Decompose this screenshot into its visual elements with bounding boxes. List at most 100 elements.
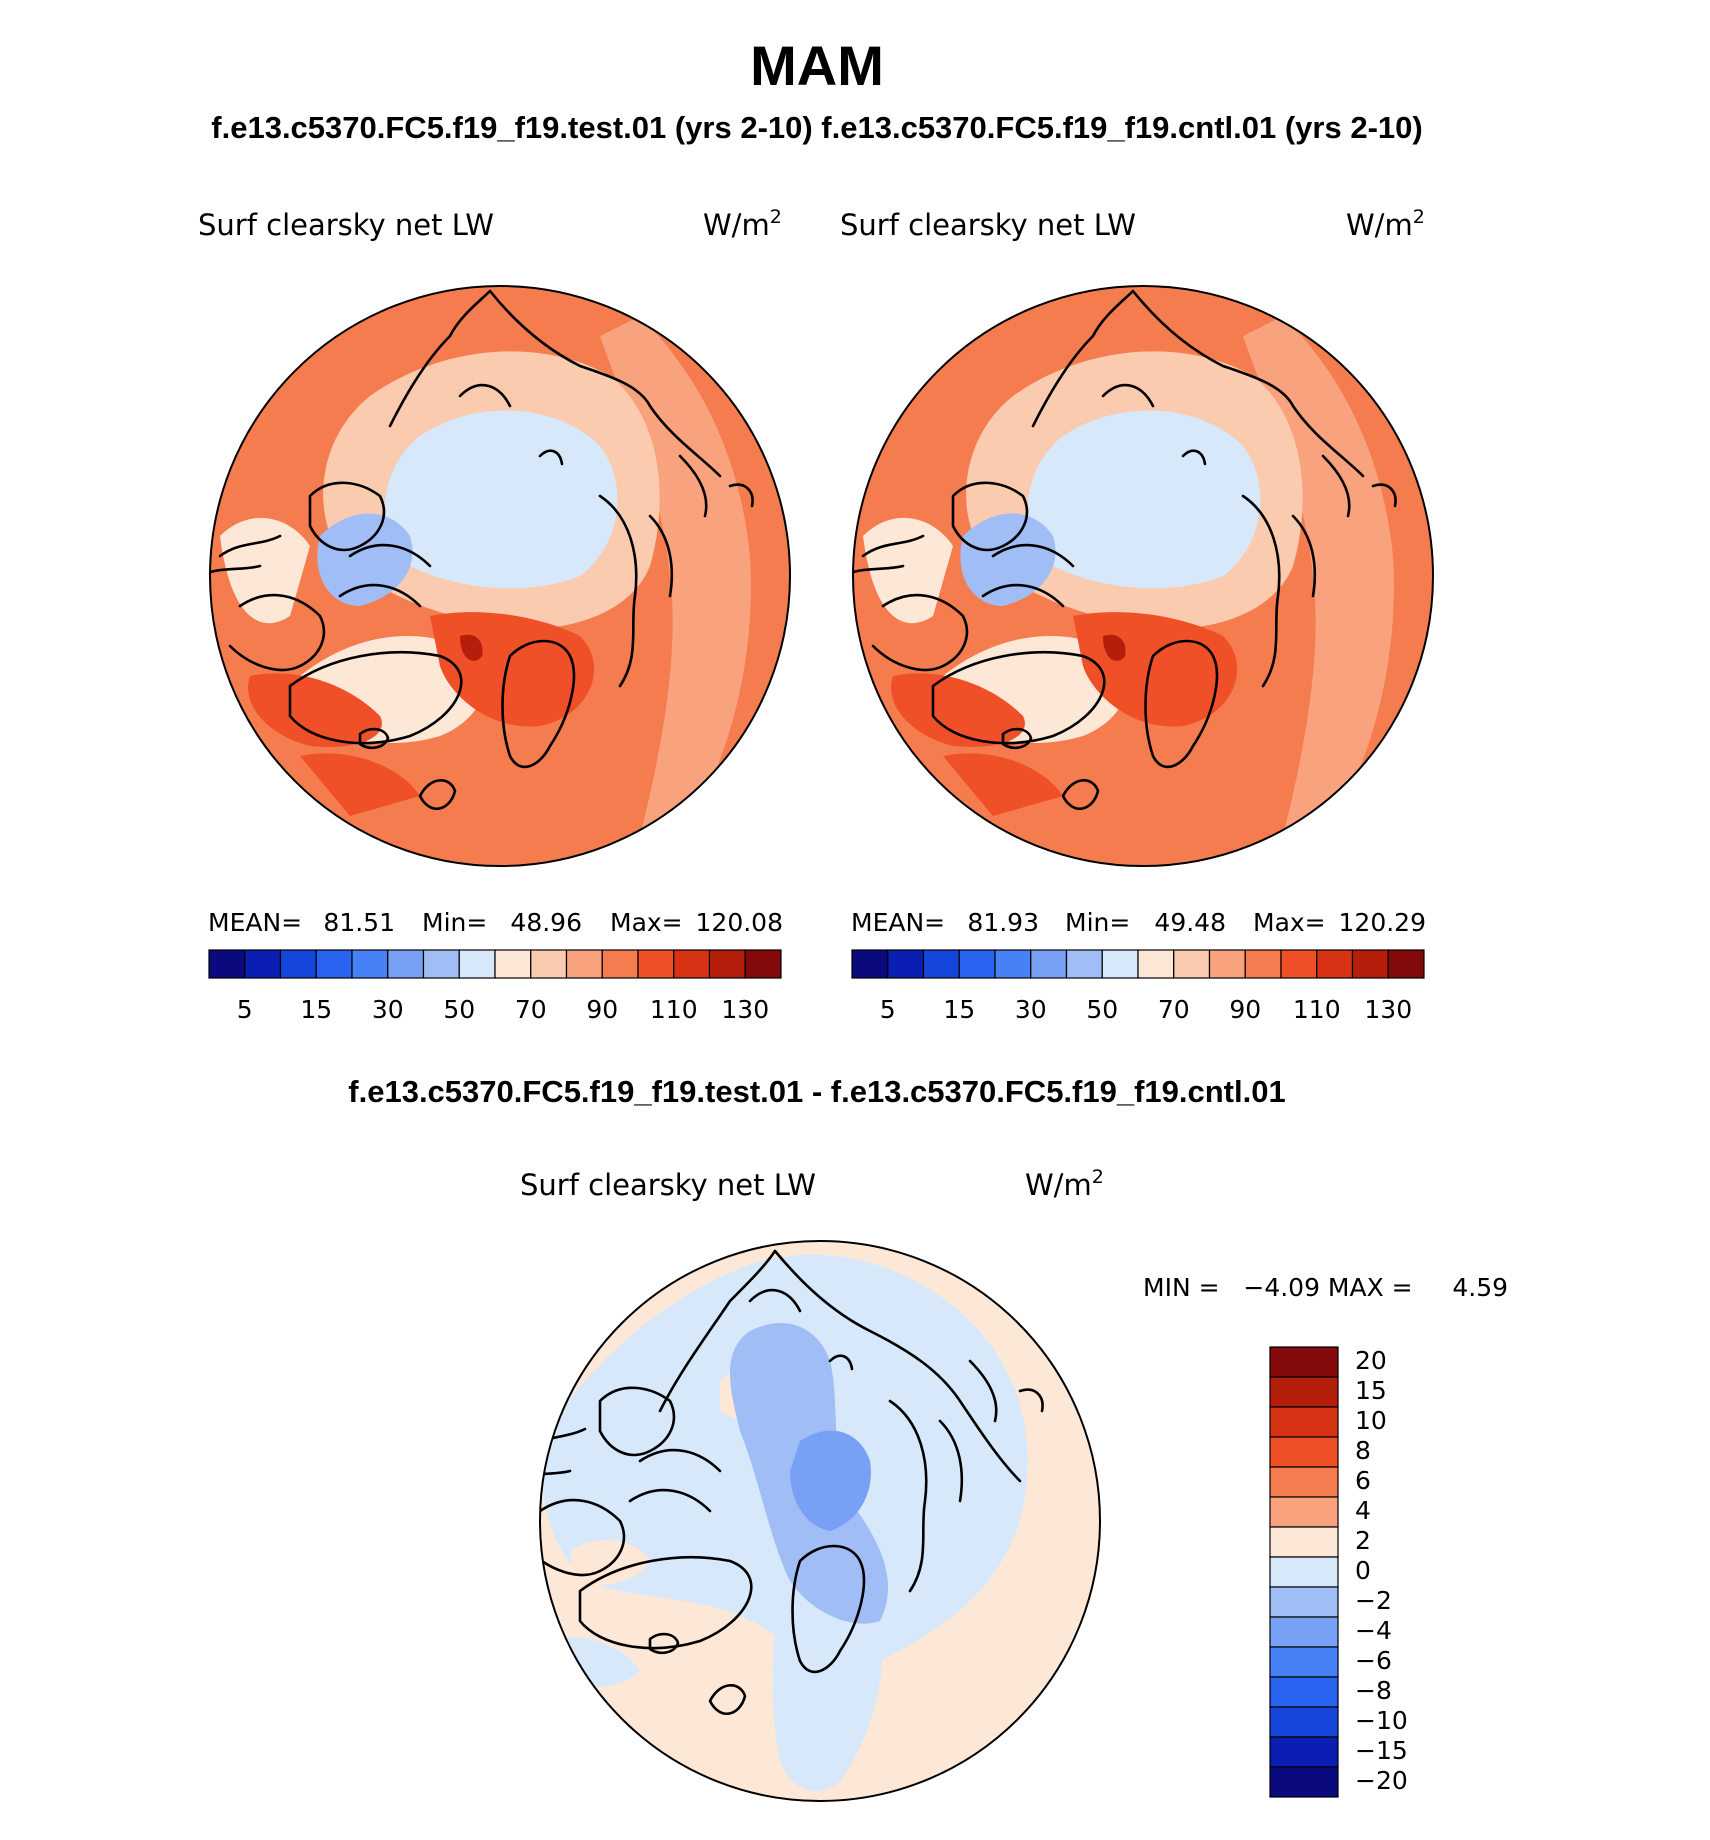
colorbar-diff-tick-label: 6: [1355, 1466, 1371, 1495]
colorbar-diff-tick-label: 2: [1355, 1526, 1371, 1555]
field-arctic-50-60-b: [1027, 410, 1261, 589]
colorbar-test-swatch: [279, 949, 317, 979]
colorbar-test-tick-label: 110: [650, 995, 698, 1024]
colorbar-test-swatch: [494, 949, 532, 979]
colorbar-cntl-tick-label: 70: [1158, 995, 1190, 1024]
diff-field-min: [790, 1430, 871, 1531]
colorbar-cntl-swatch: [1173, 949, 1211, 979]
colorbar-diff-swatch: [1269, 1436, 1339, 1468]
colorbar-diff-swatch: [1269, 1676, 1339, 1708]
colorbar-diff-tick-label: −15: [1355, 1736, 1408, 1765]
colorbar-cntl-swatch: [1316, 949, 1354, 979]
colorbar-cntl-swatch: [887, 949, 925, 979]
colorbar-diff-swatch: [1269, 1466, 1339, 1498]
colorbar-test-tick-label: 130: [721, 995, 769, 1024]
panel-a-mean-value: 81.51: [323, 908, 395, 937]
panel-b-variable-label: Surf clearsky net LW: [840, 208, 1136, 242]
diff-field-scandinavia: [772, 1590, 883, 1792]
panel-a-max-label: Max=: [610, 908, 683, 937]
colorbar-diff-tick-label: −8: [1355, 1676, 1392, 1705]
panel-a-min-value: 48.96: [510, 908, 582, 937]
colorbar-diff-swatch: [1269, 1766, 1339, 1798]
panel-a-units-exponent: 2: [770, 206, 782, 228]
colorbar-test-tick-label: 5: [237, 995, 253, 1024]
panel-a-min-label: Min=: [422, 908, 487, 937]
map-test-fields: [210, 286, 790, 866]
panel-a-units-base: W/m: [703, 208, 770, 242]
field-80-90: [600, 316, 751, 836]
colorbar-diff-swatch: [1269, 1736, 1339, 1768]
colorbar-diff-swatch: [1269, 1646, 1339, 1678]
field-max-spot: [460, 634, 483, 661]
colorbar-test-swatch: [744, 949, 782, 979]
colorbar-diff-tick-label: 10: [1355, 1406, 1387, 1435]
colorbar-cntl-tick-label: 130: [1364, 995, 1412, 1024]
colorbar-diff-tick-label: −20: [1355, 1766, 1408, 1795]
colorbar-diff-tick-label: 8: [1355, 1436, 1371, 1465]
colorbar-test-swatch: [530, 949, 568, 979]
colorbar-cntl-tick-label: 15: [943, 995, 975, 1024]
colorbar-test-swatch: [208, 949, 246, 979]
diff-field-north: [760, 1262, 880, 1296]
panel-a-mean-label: MEAN=: [208, 908, 302, 937]
colorbar-cntl-swatch: [851, 949, 889, 979]
colorbar-diff-swatch: [1269, 1526, 1339, 1558]
field-max-spot-b: [1103, 634, 1126, 661]
colorbar-cntl-swatch: [1351, 949, 1389, 979]
colorbar-cntl-swatch: [922, 949, 960, 979]
colorbar-diff-swatch: [1269, 1556, 1339, 1588]
panel-a-max-value: 120.08: [696, 908, 783, 937]
colorbar-test-swatch: [387, 949, 425, 979]
map-cntl-fields: [853, 286, 1433, 866]
panel-b-units: W/m2: [1346, 206, 1425, 242]
diff-units-exponent: 2: [1092, 1166, 1104, 1188]
colorbar-test-swatch: [351, 949, 389, 979]
field-labrador-sea: [248, 673, 382, 747]
colorbar-test-swatch: [637, 949, 675, 979]
colorbar-diff-swatch: [1269, 1616, 1339, 1648]
colorbar-diff-swatch: [1269, 1496, 1339, 1528]
map-test-frame: [209, 285, 791, 867]
colorbar-diff-swatch: [1269, 1406, 1339, 1438]
colorbar-cntl-swatch: [958, 949, 996, 979]
colorbar-test-swatch: [708, 949, 746, 979]
colorbar-cntl-tick-label: 50: [1086, 995, 1118, 1024]
diff-title: f.e13.c5370.FC5.f19_f19.test.01 - f.e13.…: [348, 1074, 1285, 1109]
colorbar-test-tick-label: 30: [372, 995, 404, 1024]
diff-variable-label: Surf clearsky net LW: [520, 1168, 816, 1202]
colorbar-cntl-tick-label: 90: [1229, 995, 1261, 1024]
field-80-90-b: [1243, 316, 1394, 836]
map-diff-frame: [539, 1240, 1101, 1802]
colorbar-cntl-swatch: [1137, 949, 1175, 979]
colorbar-test-swatch: [458, 949, 496, 979]
figure-subtitle: f.e13.c5370.FC5.f19_f19.test.01 (yrs 2-1…: [211, 110, 1422, 145]
panel-a-stats: MEAN= 81.51 Min= 48.96 Max= 120.08: [208, 908, 783, 937]
colorbar-diff-swatch: [1269, 1586, 1339, 1618]
panel-a-units: W/m2: [703, 206, 782, 242]
colorbar-test-tick-label: 50: [443, 995, 475, 1024]
colorbar-cntl-tick-label: 5: [880, 995, 896, 1024]
map-test-polar: [210, 286, 790, 866]
colorbar-cntl-swatch: [1101, 949, 1139, 979]
colorbar-cntl-swatch: [1065, 949, 1103, 979]
colorbar-diff-tick-label: −2: [1355, 1586, 1392, 1615]
diff-minmax-label: MIN = −4.09 MAX = 4.59: [1143, 1273, 1508, 1302]
panel-b-mean-label: MEAN=: [851, 908, 945, 937]
coastlines-diff: [540, 1249, 1062, 1715]
colorbar-diff-swatch: [1269, 1706, 1339, 1738]
field-north-atlantic-b: [943, 753, 1063, 816]
colorbar-diff-tick-label: −6: [1355, 1646, 1392, 1675]
map-cntl-frame: [852, 285, 1434, 867]
colorbar-diff-swatch: [1269, 1346, 1339, 1378]
colorbar-cntl-tick-label: 30: [1015, 995, 1047, 1024]
colorbar-test-swatch: [315, 949, 353, 979]
field-archipelago-40-50-b: [960, 513, 1056, 606]
colorbar-diff-tick-label: 0: [1355, 1556, 1371, 1585]
colorbar-cntl-swatch: [1030, 949, 1068, 979]
colorbar-cntl-swatch: [1208, 949, 1246, 979]
panel-b-min-value: 49.48: [1154, 908, 1226, 937]
colorbar-test-swatch: [601, 949, 639, 979]
panel-b-min-label: Min=: [1065, 908, 1130, 937]
